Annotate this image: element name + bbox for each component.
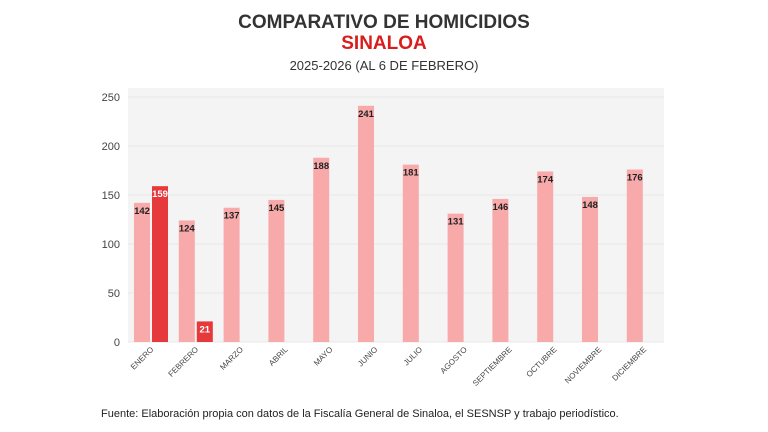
- data-label: 145: [268, 203, 285, 214]
- bar: [196, 321, 213, 342]
- y-tick-label: 0: [114, 337, 120, 349]
- chart-title: COMPARATIVO DE HOMICIDIOS: [238, 12, 530, 33]
- bar: [447, 213, 464, 342]
- y-tick-label: 200: [102, 141, 120, 153]
- x-tick-label: JUNIO: [356, 345, 379, 368]
- bar: [152, 186, 168, 342]
- plot-background: [128, 88, 664, 342]
- bar: [537, 171, 554, 342]
- x-tick-label: ENERO: [129, 345, 155, 371]
- x-tick-label: JULIO: [402, 345, 424, 367]
- bar: [178, 220, 195, 342]
- data-label: 131: [448, 217, 465, 228]
- y-tick-label: 100: [102, 239, 120, 251]
- data-label: 176: [627, 173, 643, 184]
- data-label: 124: [179, 223, 196, 234]
- chart-period: 2025-2026 (AL 6 DE FEBRERO): [289, 58, 479, 73]
- data-label: 142: [134, 206, 150, 217]
- data-label: 146: [492, 202, 508, 213]
- x-tick-label: DICIEMBRE: [610, 345, 648, 383]
- x-tick-label: MAYO: [312, 345, 335, 368]
- x-tick-label: AGOSTO: [439, 345, 469, 375]
- x-tick-label: ABRIL: [267, 345, 290, 368]
- data-label: 137: [224, 211, 240, 222]
- bar: [358, 105, 374, 342]
- chart-subtitle: SINALOA: [341, 33, 427, 54]
- x-tick-label: OCTUBRE: [525, 345, 559, 379]
- bar: [134, 202, 150, 342]
- bar: [268, 199, 285, 342]
- bar: [582, 196, 598, 342]
- y-tick-label: 150: [102, 190, 120, 202]
- data-label: 159: [152, 189, 168, 200]
- bar: [402, 164, 419, 342]
- x-tick-label: SEPTIEMBRE: [471, 345, 514, 388]
- data-label: 188: [313, 161, 329, 172]
- bar: [626, 169, 643, 342]
- bar: [313, 157, 330, 342]
- data-label: 181: [403, 168, 420, 179]
- data-label: 174: [537, 174, 554, 185]
- y-tick-label: 250: [102, 92, 120, 104]
- bar: [492, 198, 509, 342]
- data-label: 148: [582, 200, 598, 211]
- x-tick-label: MARZO: [218, 345, 245, 372]
- x-tick-label: FEBRERO: [167, 345, 201, 379]
- x-tick-label: NOVIEMBRE: [563, 345, 603, 385]
- source-note: Fuente: Elaboración propia con datos de …: [101, 408, 619, 420]
- y-tick-label: 50: [108, 288, 120, 300]
- bar: [223, 207, 240, 342]
- data-label: 241: [358, 109, 375, 120]
- data-label: 21: [200, 324, 211, 335]
